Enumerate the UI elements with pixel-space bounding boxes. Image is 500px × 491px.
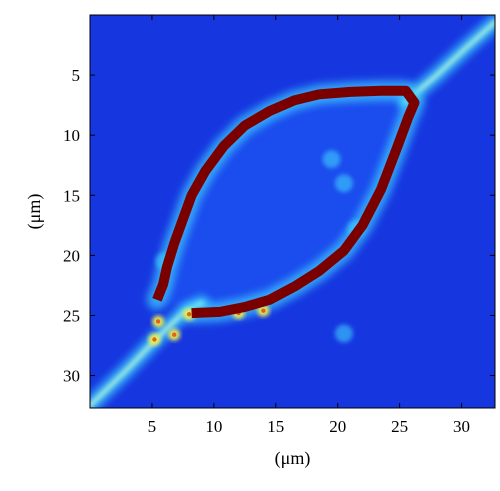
y-tick-label: 20 [63, 246, 80, 265]
y-tick-label: 25 [63, 306, 80, 325]
y-tick-label: 10 [63, 126, 80, 145]
x-tick-label: 15 [267, 417, 284, 436]
x-tick-label: 10 [205, 417, 222, 436]
x-axis-label: (μm) [275, 448, 311, 469]
plot-frame [89, 14, 496, 409]
hotspot [334, 174, 353, 193]
hotspot-core [186, 312, 192, 317]
hotspot-core [261, 308, 266, 313]
contour-layer [152, 85, 420, 319]
y-tick-label: 5 [72, 66, 81, 85]
y-tick-label: 15 [63, 186, 80, 205]
x-axis-ticks: 5 10 15 20 25 30 [148, 15, 470, 436]
x-tick-label: 25 [391, 417, 408, 436]
hotspot-core [152, 337, 157, 342]
x-tick-label: 30 [453, 417, 470, 436]
x-tick-label: 5 [148, 417, 157, 436]
cell-outline-contour [152, 85, 420, 319]
x-tick-label: 20 [329, 417, 346, 436]
hotspot-core [172, 332, 177, 337]
y-axis-label: (μm) [24, 194, 45, 230]
cell-body [156, 90, 415, 314]
hotspot [334, 324, 353, 343]
hotspot-core [155, 319, 161, 324]
y-axis-ticks: 5 10 15 20 25 30 [63, 66, 495, 386]
hotspot [322, 150, 341, 169]
y-tick-label: 30 [63, 367, 80, 386]
process-strand [403, 19, 495, 104]
